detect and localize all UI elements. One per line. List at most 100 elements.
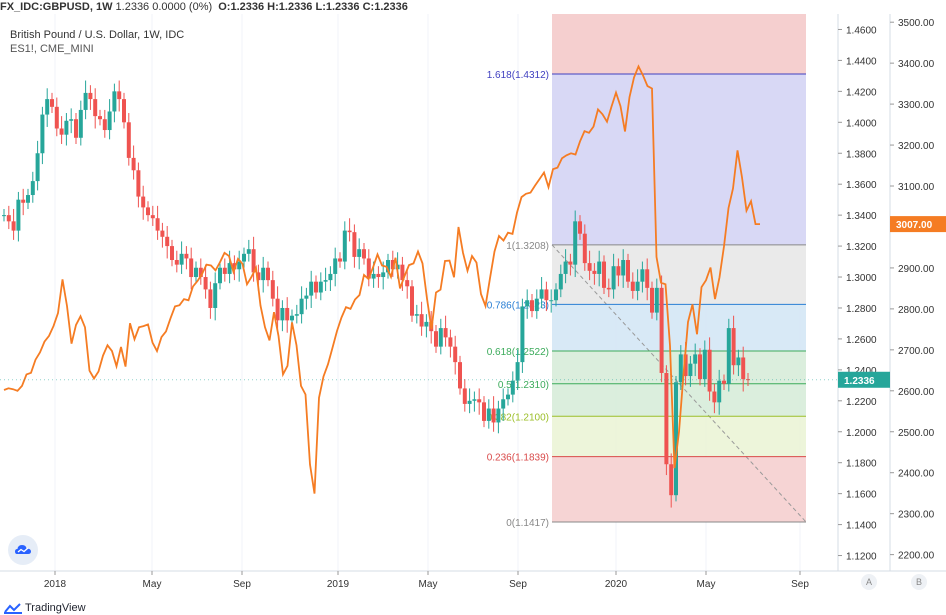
candle-body <box>640 269 645 282</box>
time-axis-label: May <box>419 579 438 590</box>
candle-body <box>616 266 621 276</box>
candle-body <box>280 307 285 321</box>
candle-body <box>554 289 558 301</box>
candle-body <box>16 199 21 231</box>
right-axis-label: 2300.00 <box>898 510 935 521</box>
right-axis-label: 3500.00 <box>898 18 935 29</box>
candle-body <box>592 270 597 274</box>
candle-body <box>309 281 314 296</box>
candle-body <box>448 337 453 347</box>
candle-body <box>78 109 83 138</box>
left-axis-label: 1.4000 <box>846 118 877 129</box>
candle-body <box>438 328 443 347</box>
candle-body <box>434 331 438 347</box>
candle-body <box>722 380 726 384</box>
legend-main-series: British Pound / U.S. Dollar, 1W, IDC <box>10 29 185 41</box>
fib-zone <box>552 304 806 351</box>
candle-body <box>674 382 678 496</box>
candle-body <box>606 287 611 290</box>
candle-body <box>712 391 717 403</box>
candle-body <box>510 380 515 395</box>
fib-level-label: 0.5(1.2310) <box>498 380 549 391</box>
left-axis-label: 1.1800 <box>846 459 877 470</box>
candle-body <box>194 267 198 278</box>
candle-body <box>549 300 554 302</box>
candle-body <box>443 328 448 338</box>
axis-bg <box>890 14 946 571</box>
candle-body <box>232 263 237 270</box>
left-axis-label: 1.2800 <box>846 304 877 315</box>
candle-body <box>597 261 602 274</box>
es-line <box>3 64 760 494</box>
candle-body <box>376 273 381 278</box>
candle-body <box>136 170 141 197</box>
cloud-logo-icon <box>15 545 31 554</box>
left-axis-label: 1.2200 <box>846 397 877 408</box>
candle-body <box>333 258 338 274</box>
right-axis-label: 3100.00 <box>898 182 935 193</box>
right-axis-label: 2900.00 <box>898 264 935 275</box>
auto-scale-button[interactable]: A <box>861 574 877 590</box>
time-axis-label: Sep <box>791 579 809 590</box>
candle-body <box>54 106 59 129</box>
candle-body <box>328 273 333 281</box>
right-axis-label: 2400.00 <box>898 469 935 480</box>
candle-body <box>165 236 170 247</box>
candle-body <box>405 280 410 287</box>
price-chart[interactable]: 1.618(1.4312)1(1.3208)0.786(1.2823)0.618… <box>0 14 946 600</box>
left-axis-label: 1.2400 <box>846 366 877 377</box>
candle-body <box>410 286 414 316</box>
candle-body <box>208 289 213 308</box>
symbol-name: FX_IDC:GBPUSD, 1W <box>0 1 113 13</box>
candle-body <box>189 258 194 278</box>
candle-body <box>102 119 107 131</box>
candle-body <box>707 349 712 392</box>
ohlc-high: H:1.2336 <box>267 1 313 13</box>
candle-body <box>717 380 722 403</box>
candle-body <box>323 280 328 282</box>
candle-body <box>414 314 419 316</box>
candle-body <box>275 298 280 321</box>
candle-body <box>496 408 501 423</box>
left-axis-label: 1.2000 <box>846 428 877 439</box>
candle-body <box>630 281 635 291</box>
price-axis-right: 3500.003400.003300.003200.003100.003000.… <box>889 14 946 571</box>
legend-compare-series: ES1!, CME_MINI <box>10 43 94 55</box>
candle-body <box>568 261 573 265</box>
candle-body <box>390 260 395 270</box>
candle-body <box>270 280 275 299</box>
candle-body <box>179 253 184 265</box>
fib-level-label: 0.382(1.2100) <box>487 412 549 423</box>
candle-body <box>30 181 35 196</box>
candle-body <box>635 281 640 291</box>
candle-body <box>64 120 69 135</box>
right-axis-label: 3300.00 <box>898 100 935 111</box>
candle-body <box>237 261 242 270</box>
candle-body <box>458 362 462 389</box>
candle-body <box>621 260 626 276</box>
right-scale-button[interactable]: B <box>911 574 927 590</box>
candle-body <box>218 267 222 284</box>
candle-body <box>357 249 362 257</box>
candle-body <box>251 249 256 273</box>
candle-body <box>74 119 78 138</box>
candle-body <box>198 267 203 278</box>
candle-body <box>578 221 582 234</box>
candle-body <box>117 91 122 100</box>
candle-body <box>318 281 323 293</box>
time-axis-label: 2019 <box>327 579 350 590</box>
candle-body <box>491 408 496 423</box>
candle-body <box>366 258 371 279</box>
candle-body <box>242 253 246 262</box>
candle-body <box>107 111 112 131</box>
tradingview-logo-button[interactable] <box>8 535 38 565</box>
candle-body <box>501 399 506 409</box>
candle-body <box>678 354 683 383</box>
left-axis-label: 1.3800 <box>846 149 877 160</box>
fib-level-label: 1.618(1.4312) <box>487 70 549 81</box>
candle-body <box>347 230 352 233</box>
fib-zone <box>552 383 806 417</box>
right-axis-label: 3200.00 <box>898 141 935 152</box>
candle-body <box>6 215 11 222</box>
candle-body <box>520 306 525 363</box>
